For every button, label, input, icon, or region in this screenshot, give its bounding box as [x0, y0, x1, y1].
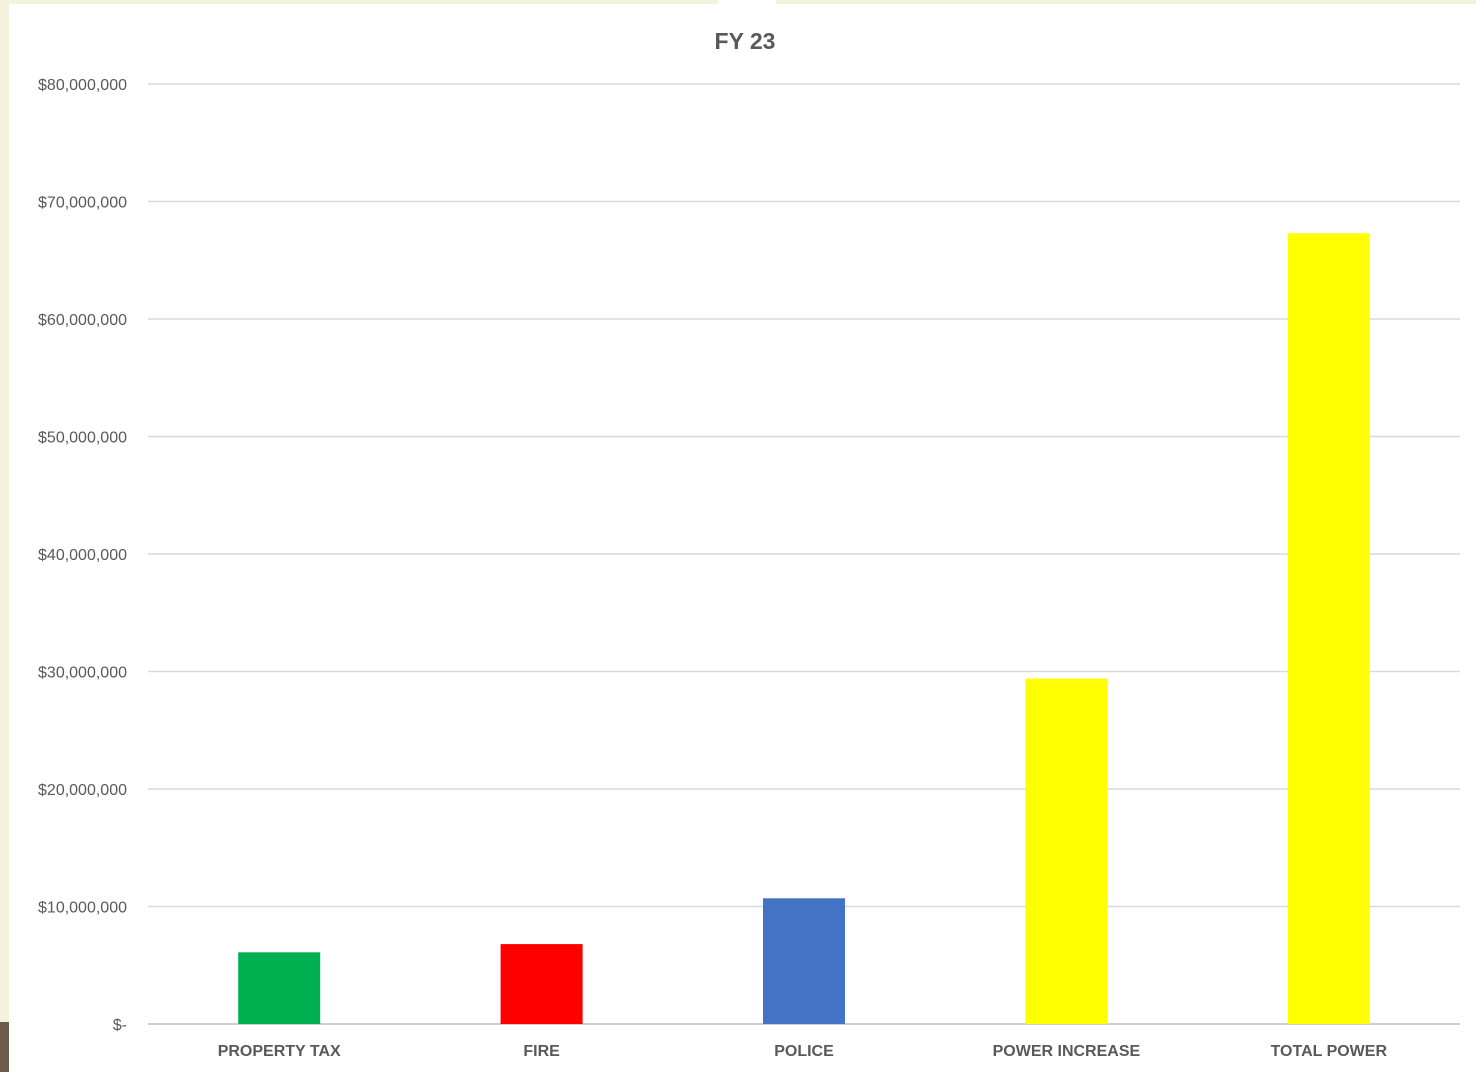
x-tick-label: PROPERTY TAX [218, 1043, 341, 1060]
y-tick-label: $10,000,000 [38, 900, 127, 917]
bars [238, 233, 1370, 1025]
bar-power-increase [1025, 678, 1108, 1024]
y-tick-label: $80,000,000 [38, 77, 127, 94]
bar-fire [500, 944, 583, 1024]
y-tick-label: $- [113, 1017, 127, 1034]
bar-property-tax [238, 952, 321, 1024]
bar-total-power [1287, 233, 1370, 1025]
x-tick-label: POLICE [774, 1043, 834, 1060]
y-axis-tick-labels: $- $10,000,000 $20,000,000 $30,000,000 $40,0… [38, 77, 127, 1034]
y-tick-label: $30,000,000 [38, 665, 127, 682]
y-tick-label: $40,000,000 [38, 547, 127, 564]
window-tab-edge [718, 0, 776, 4]
x-axis-tick-labels: PROPERTY TAX FIRE POLICE POWER INCREASE TOTA… [218, 1043, 1388, 1060]
y-tick-label: $70,000,000 [38, 195, 127, 212]
chart-area [9, 4, 1476, 1072]
x-tick-label: FIRE [523, 1043, 560, 1060]
bar-police [763, 898, 845, 1024]
y-tick-label: $60,000,000 [38, 312, 127, 329]
gridlines [148, 83, 1460, 1025]
x-tick-label: TOTAL POWER [1271, 1043, 1388, 1060]
window-edge [0, 1022, 9, 1072]
x-tick-label: POWER INCREASE [993, 1043, 1141, 1060]
y-tick-label: $50,000,000 [38, 430, 127, 447]
chart-title: FY 23 [715, 28, 776, 54]
y-tick-label: $20,000,000 [38, 782, 127, 799]
